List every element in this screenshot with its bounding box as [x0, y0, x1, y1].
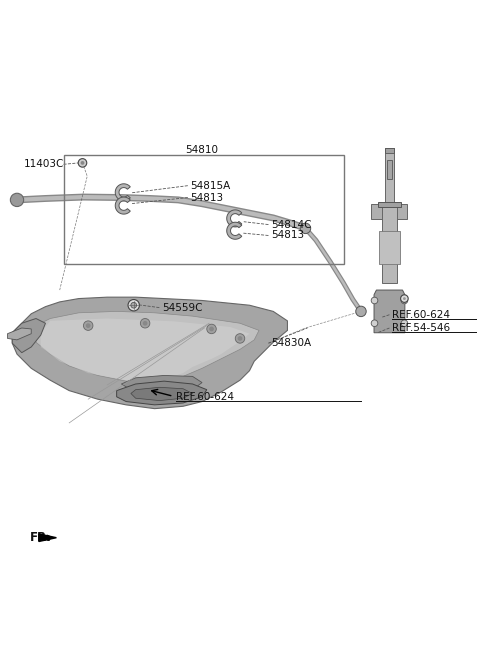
- Polygon shape: [41, 319, 250, 380]
- Polygon shape: [227, 210, 242, 227]
- Bar: [385, 148, 394, 205]
- Circle shape: [84, 321, 93, 331]
- Text: REF.60-624: REF.60-624: [392, 310, 450, 319]
- Circle shape: [300, 223, 311, 234]
- Circle shape: [81, 161, 84, 165]
- Text: 11403C: 11403C: [24, 159, 64, 169]
- Circle shape: [207, 324, 216, 334]
- Circle shape: [238, 336, 242, 341]
- Text: REF.60-624: REF.60-624: [176, 392, 234, 401]
- Bar: [379, 231, 400, 264]
- Polygon shape: [227, 222, 242, 239]
- Bar: [64, 155, 344, 264]
- Circle shape: [371, 297, 378, 304]
- Circle shape: [371, 320, 378, 327]
- Polygon shape: [39, 534, 56, 541]
- Text: 54814C: 54814C: [271, 220, 312, 230]
- Text: 54813: 54813: [271, 230, 304, 241]
- Polygon shape: [12, 297, 288, 409]
- Circle shape: [143, 321, 147, 325]
- Circle shape: [86, 323, 91, 328]
- Bar: [378, 202, 401, 207]
- Bar: [386, 159, 392, 178]
- Circle shape: [401, 320, 408, 327]
- Polygon shape: [36, 312, 259, 382]
- Circle shape: [140, 319, 150, 328]
- Circle shape: [78, 159, 87, 167]
- Circle shape: [235, 334, 245, 343]
- Circle shape: [356, 306, 366, 317]
- Polygon shape: [374, 290, 405, 333]
- Circle shape: [401, 297, 408, 304]
- Text: 54830A: 54830A: [271, 338, 311, 348]
- Bar: [385, 148, 394, 154]
- Circle shape: [403, 297, 406, 300]
- Text: 54813: 54813: [190, 192, 223, 203]
- Text: FR.: FR.: [30, 531, 52, 544]
- Polygon shape: [117, 381, 207, 405]
- Polygon shape: [8, 328, 31, 340]
- Polygon shape: [12, 319, 46, 353]
- Bar: [383, 205, 396, 283]
- Text: 54815A: 54815A: [190, 180, 230, 191]
- Polygon shape: [121, 375, 202, 392]
- Polygon shape: [131, 387, 192, 401]
- Circle shape: [209, 327, 214, 331]
- Text: 54810: 54810: [186, 145, 218, 155]
- Text: 54559C: 54559C: [162, 302, 202, 313]
- Polygon shape: [115, 197, 130, 214]
- Circle shape: [11, 194, 24, 207]
- Circle shape: [128, 300, 139, 311]
- Text: REF.54-546: REF.54-546: [392, 323, 450, 333]
- Circle shape: [401, 295, 408, 302]
- Polygon shape: [115, 184, 130, 201]
- Circle shape: [131, 302, 137, 308]
- Bar: [372, 204, 408, 219]
